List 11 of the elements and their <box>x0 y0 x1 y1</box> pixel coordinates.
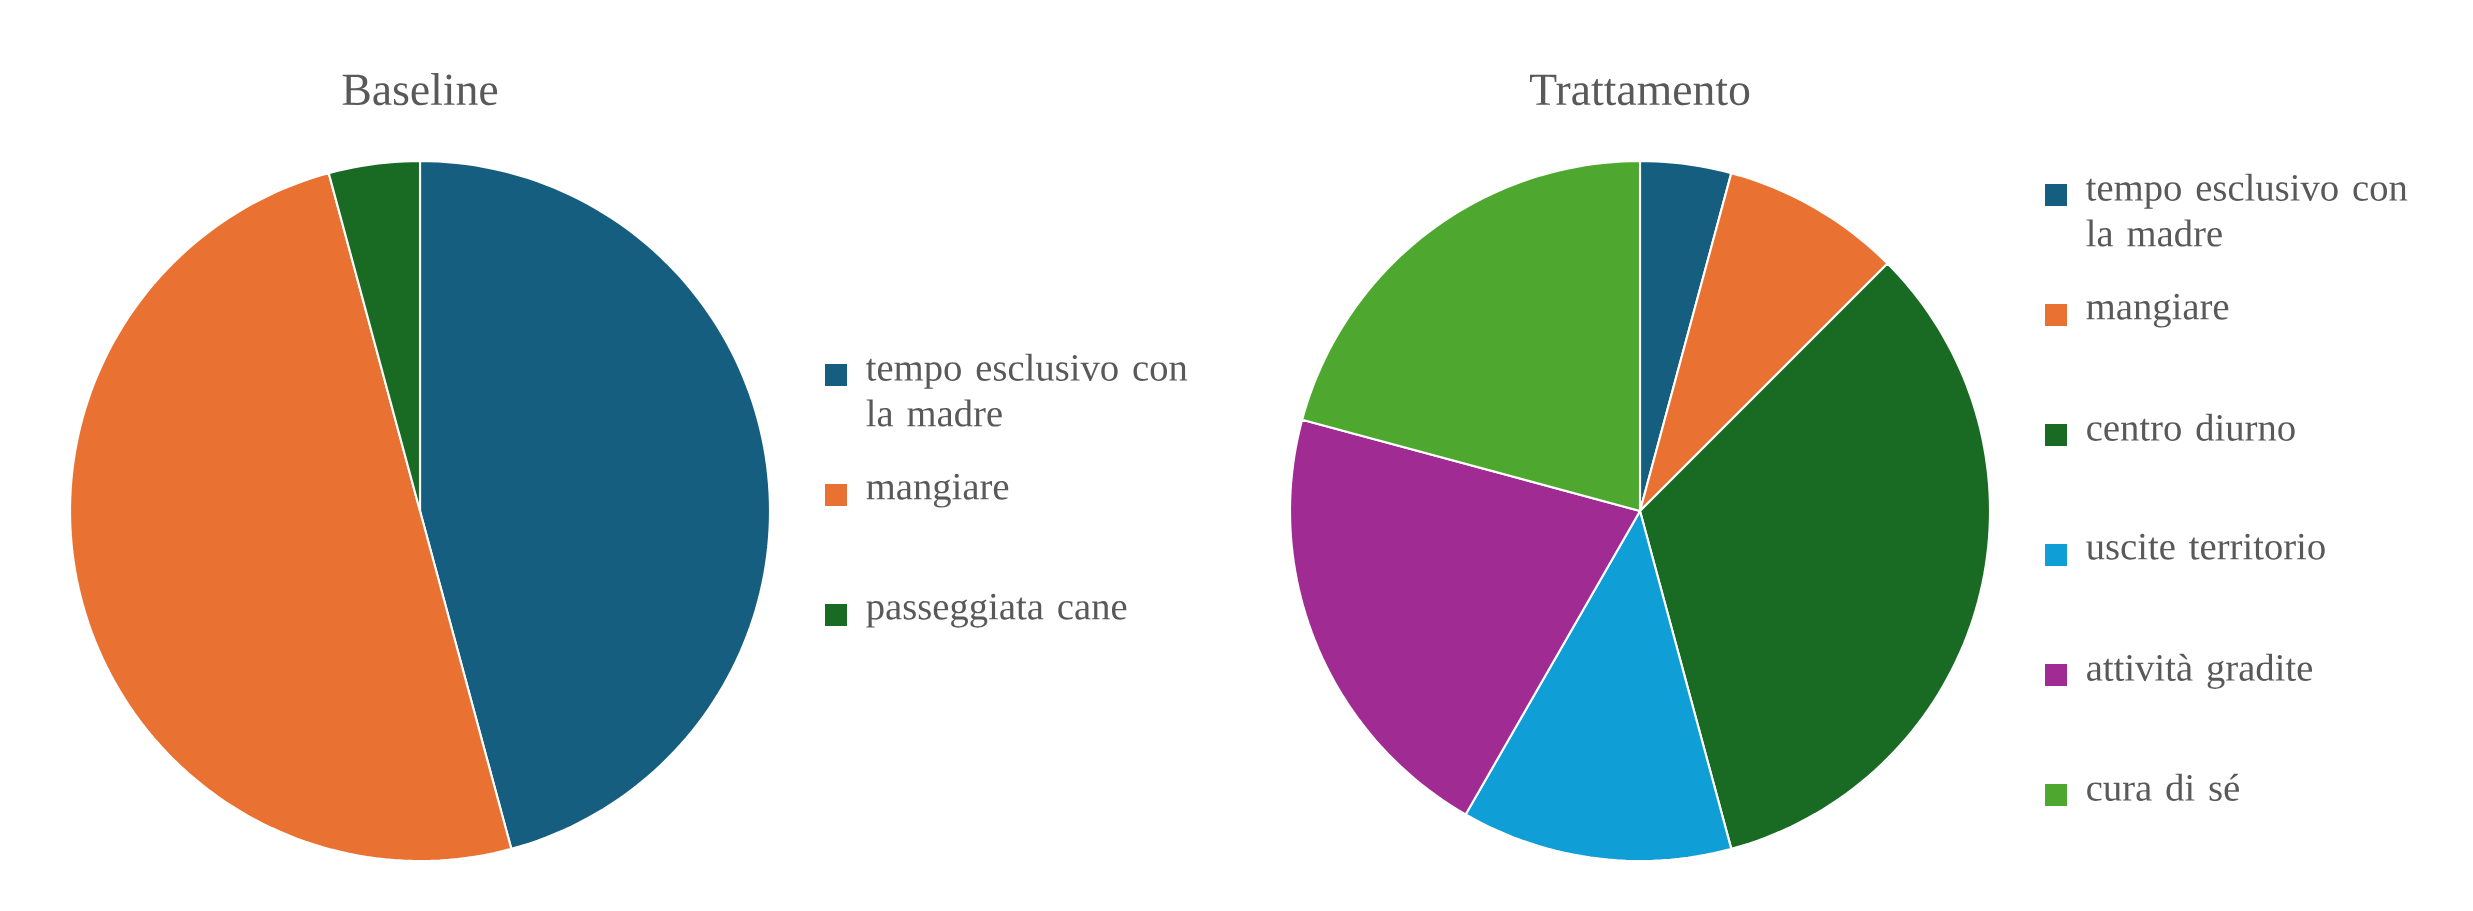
legend-label: tempo esclusivo con la madre <box>2086 173 2408 247</box>
legend-label: tempo esclusivo con la madre <box>866 353 1188 427</box>
legend-label: attività gradite <box>2087 653 2312 689</box>
chart-title: Trattamento <box>1530 74 1750 106</box>
legend-label: mangiare <box>866 473 1009 508</box>
legend-label: mangiare <box>2086 293 2229 328</box>
legend-label: centro diurno <box>2087 413 2295 441</box>
legend-label: uscite territorio <box>2086 533 2325 560</box>
chart-title: Baseline <box>342 73 498 106</box>
legend-label: passeggiata cane <box>866 593 1127 628</box>
legend-label: cura di sé <box>2087 773 2239 801</box>
